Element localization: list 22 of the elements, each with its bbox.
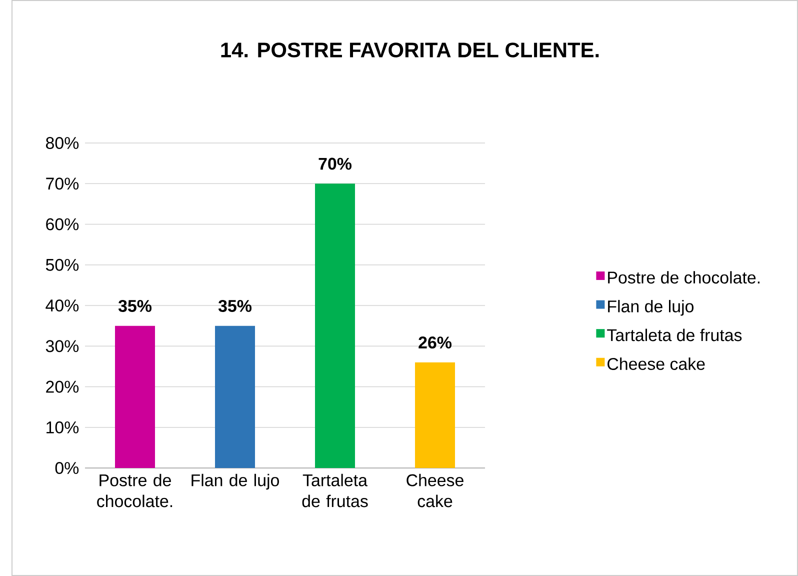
legend-label: Tartaleta de frutas	[607, 328, 742, 342]
y-tick-label: 10%	[46, 421, 79, 434]
x-tick-label: Postre de chocolate.	[97, 474, 172, 508]
data-label: 35%	[218, 300, 252, 312]
y-tick-label: 30%	[46, 340, 79, 352]
x-tick-label: Tartaleta de frutas	[302, 474, 368, 508]
y-tick-label: 60%	[46, 218, 79, 230]
x-tick-label: Flan de lujo	[192, 474, 279, 490]
legend-label: Cheese cake	[608, 358, 705, 370]
x-tick-label: Cheese cake	[406, 474, 464, 508]
legend-label: Flan de lujo	[608, 300, 694, 316]
y-tick-label: 0%	[55, 462, 79, 474]
y-tick-label: 40%	[46, 300, 79, 312]
data-label: 26%	[418, 336, 452, 349]
y-tick-label: 20%	[46, 380, 79, 393]
data-label: 35%	[118, 300, 152, 312]
data-label: 70%	[318, 158, 352, 170]
chart-title: 14. POSTRE FAVORITA DEL CLIENTE.	[221, 42, 599, 58]
y-tick-label: 70%	[46, 178, 79, 190]
y-tick-label: 80%	[46, 137, 79, 150]
legend-label: Postre de chocolate.	[608, 271, 760, 284]
y-tick-label: 50%	[46, 258, 79, 271]
